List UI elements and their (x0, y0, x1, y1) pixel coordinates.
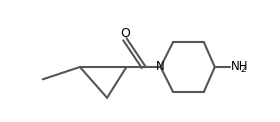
Text: 2: 2 (240, 65, 246, 74)
Text: O: O (120, 27, 130, 40)
Text: N: N (156, 61, 165, 73)
Text: NH: NH (231, 60, 249, 73)
